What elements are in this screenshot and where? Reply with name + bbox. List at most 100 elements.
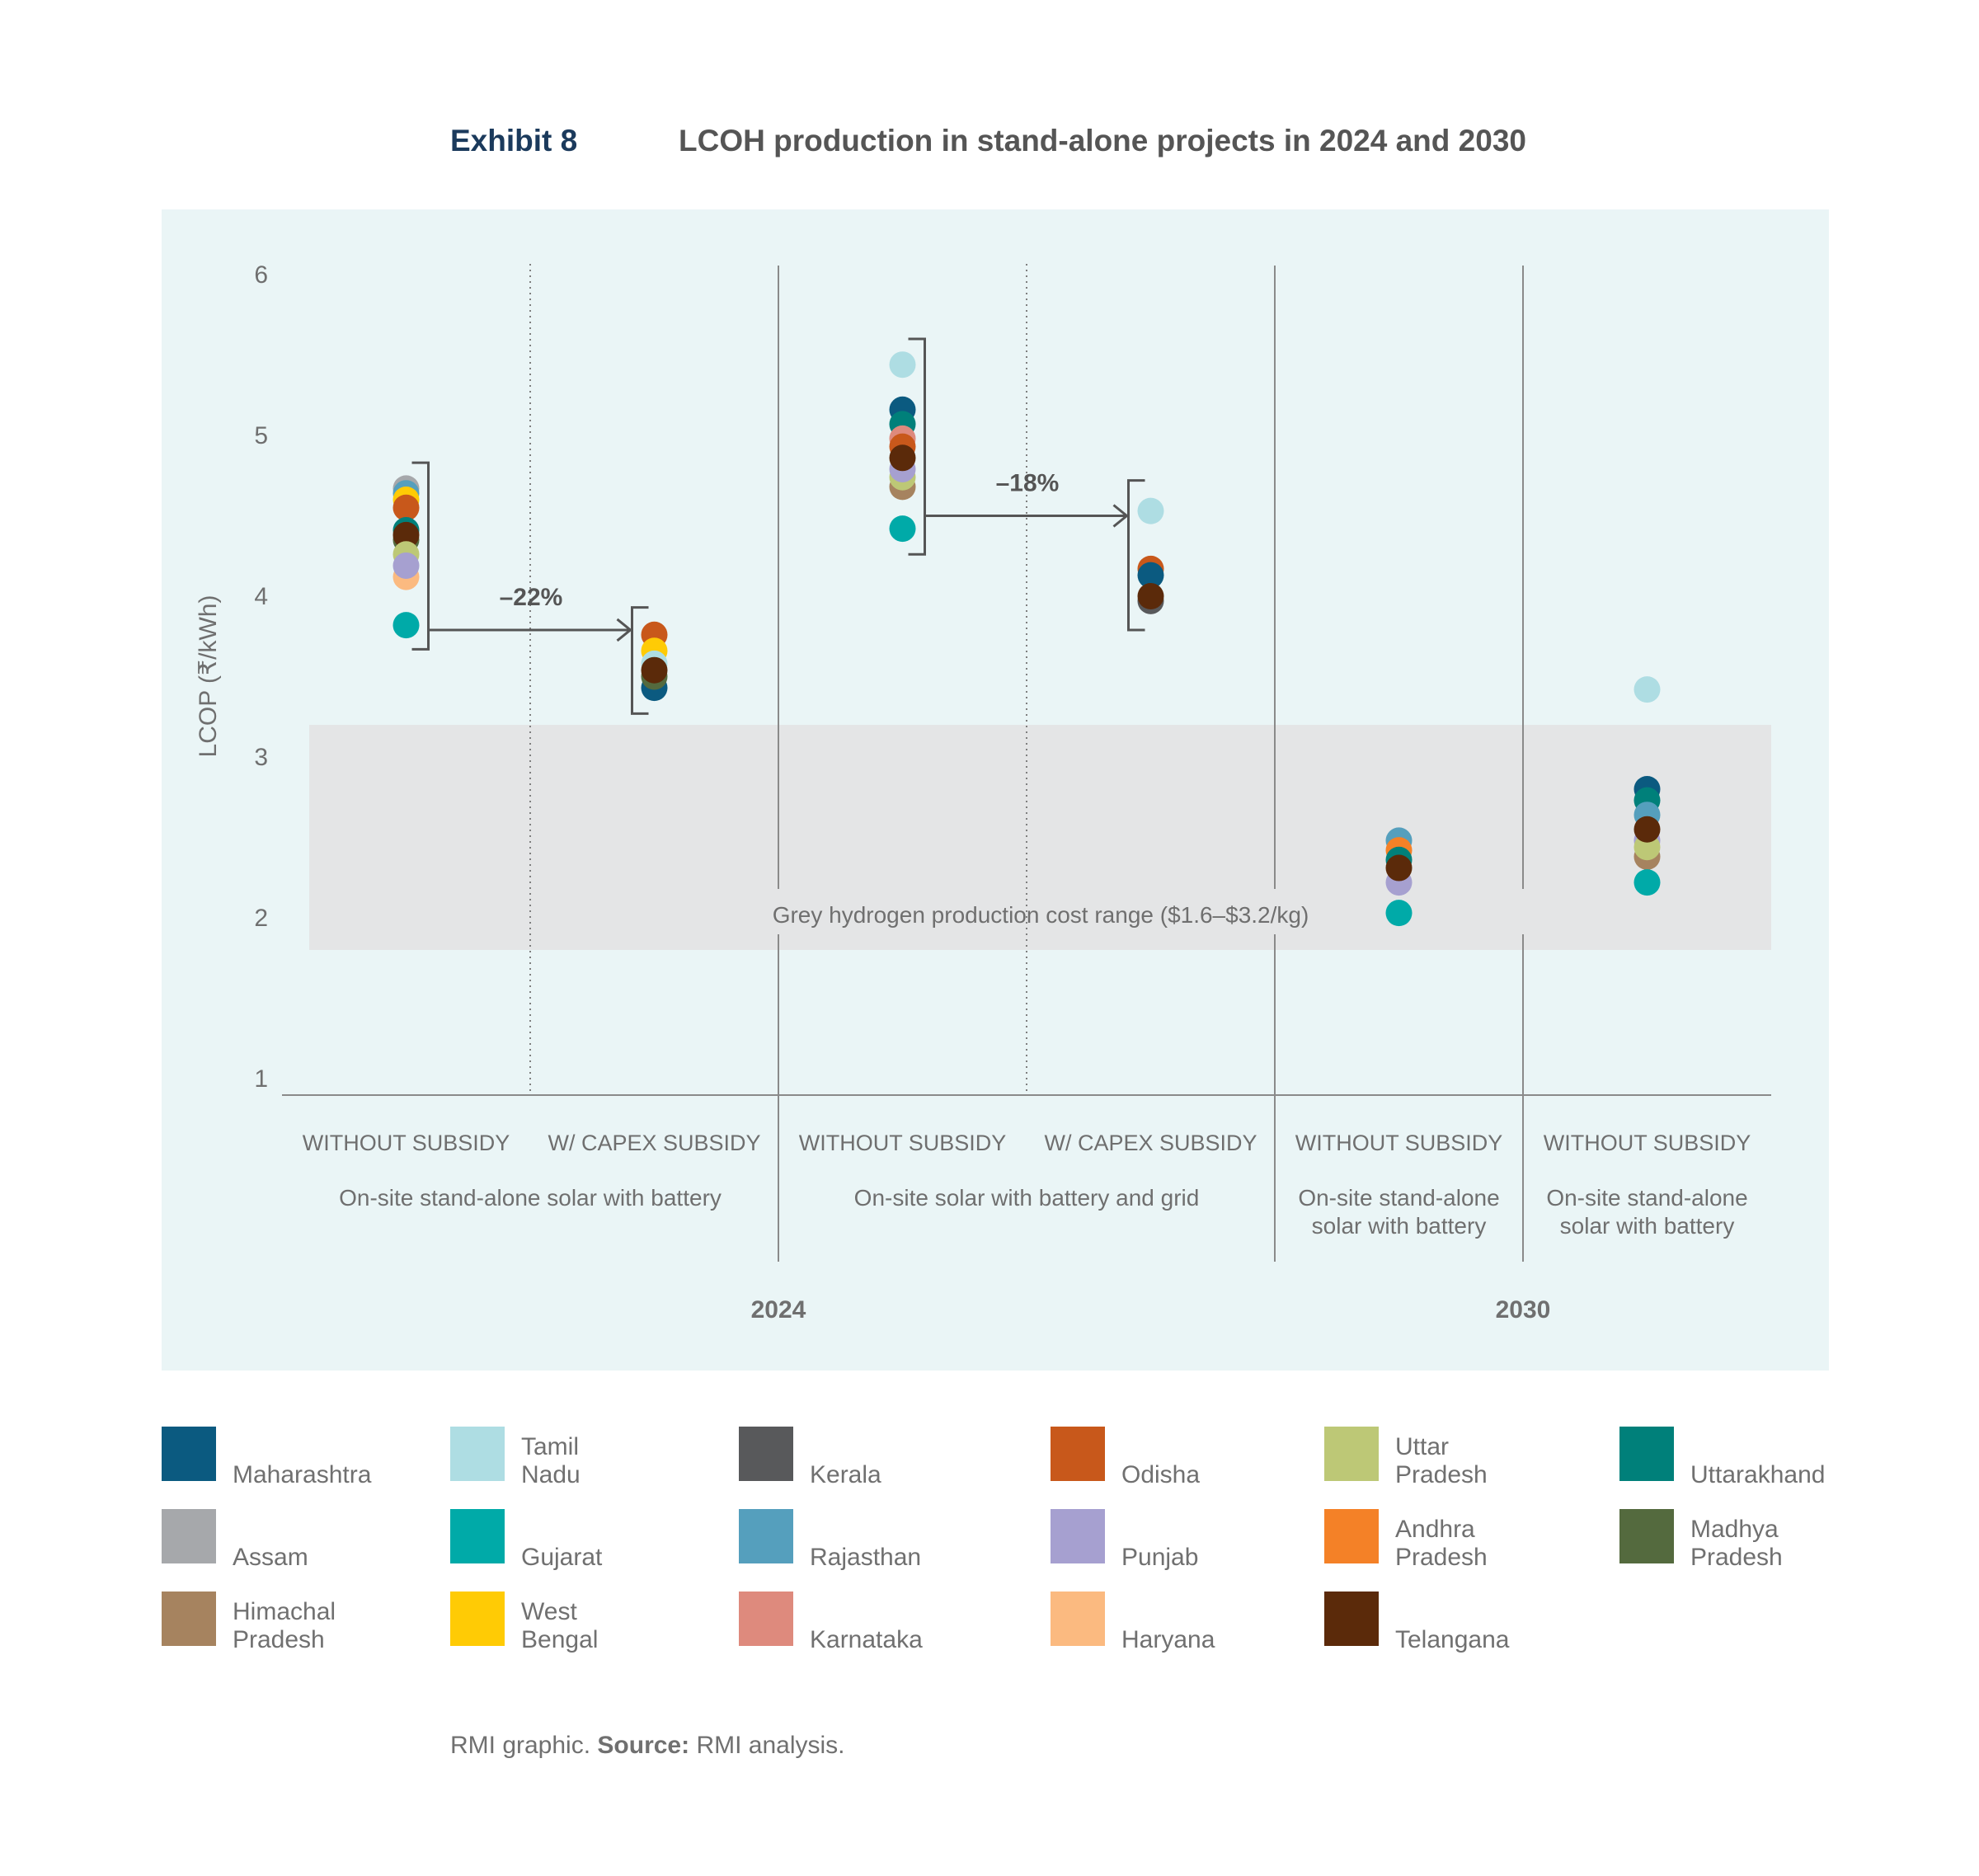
legend-label: Tamil Nadu [521,1433,581,1488]
data-point-gujarat [393,612,420,639]
source-text: RMI analysis. [696,1732,845,1759]
y-tick-label: 6 [254,261,268,289]
grey-band-label: Grey hydrogen production cost range ($1.… [773,902,1309,928]
legend-item-haryana: Haryana [1051,1592,1323,1653]
legend-swatch [739,1592,793,1646]
range-bracket [908,337,926,556]
data-point-tamil-nadu [889,351,916,378]
group-label: On-site stand-alone solar with battery [1546,1185,1747,1239]
year-label: 2030 [1496,1296,1551,1324]
legend-label: Rajasthan [810,1544,922,1571]
group-label-line: On-site solar with battery and grid [854,1185,1200,1211]
legend-swatch [1051,1509,1105,1563]
category-label: WITHOUT SUBSIDY [1544,1131,1751,1155]
legend-item-assam: Assam [162,1509,434,1571]
y-tick-label: 4 [254,583,268,610]
legend-label: Andhra Pradesh [1395,1516,1488,1571]
legend-label: Haryana [1121,1626,1215,1653]
legend-swatch [162,1592,216,1646]
legend-label: Punjab [1121,1544,1199,1571]
legend-label: Telangana [1395,1626,1510,1653]
range-bracket [631,606,649,715]
legend-item-odisha: Odisha [1051,1427,1323,1488]
y-tick-label: 5 [254,422,268,449]
legend-swatch [450,1592,505,1646]
data-point-maharashtra [1137,562,1164,589]
reduction-label: –18% [996,470,1060,497]
legend-swatch [1324,1592,1379,1646]
data-point-telangana [1633,816,1661,843]
data-point-odisha [393,494,420,521]
data-point-gujarat [1633,869,1661,896]
y-tick-label: 1 [254,1065,268,1093]
legend-swatch [739,1427,793,1481]
legend-item-himachal-pradesh: Himachal Pradesh [162,1592,434,1653]
group-label-line: solar with battery [1312,1213,1487,1239]
data-point-gujarat [1385,900,1413,927]
legend-swatch [450,1427,505,1481]
legend-swatch [1324,1427,1379,1481]
data-point-gujarat [889,515,916,543]
data-point-telangana [1385,854,1413,882]
y-tick-label: 2 [254,905,268,932]
category-label: W/ CAPEX SUBSIDY [1044,1131,1257,1155]
data-point-telangana [889,444,916,472]
legend-item-west-bengal: West Bengal [450,1592,722,1653]
legend-label: Maharashtra [233,1461,372,1488]
legend-item-gujarat: Gujarat [450,1509,722,1571]
legend-label: Karnataka [810,1626,923,1653]
legend-item-punjab: Punjab [1051,1509,1323,1571]
data-point-tamil-nadu [1137,497,1164,524]
arrow-head [616,618,632,642]
legend-label: Uttarakhand [1690,1461,1826,1488]
legend-item-madhya-pradesh: Madhya Pradesh [1619,1509,1892,1571]
source-prefix: RMI graphic. [450,1732,591,1759]
range-bracket [411,461,430,651]
category-label: WITHOUT SUBSIDY [799,1131,1007,1155]
legend-label: West Bengal [521,1598,599,1653]
legend-item-uttarakhand: Uttarakhand [1619,1427,1892,1488]
group-label-line: On-site stand-alone [1298,1185,1499,1211]
year-label: 2024 [751,1296,806,1324]
group-label-line: On-site stand-alone solar with battery [339,1185,722,1211]
legend-item-kerala: Kerala [739,1427,1011,1488]
legend-item-tamil-nadu: Tamil Nadu [450,1427,722,1488]
legend-label: Uttar Pradesh [1395,1433,1488,1488]
source-label: Source: [597,1732,690,1759]
source-note: RMI graphic. Source: RMI analysis. [450,1732,845,1760]
data-point-punjab [393,552,420,579]
legend-item-rajasthan: Rajasthan [739,1509,1011,1571]
group-label: On-site solar with battery and grid [854,1185,1200,1211]
legend-label: Gujarat [521,1544,603,1571]
lcop-scatter-chart: 1 2 3 4 5 6 LCOP (₹/kWh) Grey hydrogen producti… [195,261,1771,1324]
group-label-line: On-site stand-alone [1546,1185,1747,1211]
legend: Maharashtra Tamil Nadu Kerala Odisha Uttar P… [162,1427,1844,1674]
exhibit-number: Exhibit 8 [450,124,578,158]
group-label: On-site stand-alone solar with battery [1298,1185,1499,1239]
legend-item-uttar-pradesh: Uttar Pradesh [1324,1427,1596,1488]
grey-hydrogen-band [309,725,1771,950]
group-label-line: solar with battery [1560,1213,1735,1239]
legend-label: Odisha [1121,1461,1201,1488]
legend-label: Kerala [810,1461,881,1488]
y-axis-label: LCOP (₹/kWh) [195,595,222,758]
legend-item-andhra-pradesh: Andhra Pradesh [1324,1509,1596,1571]
legend-item-telangana: Telangana [1324,1592,1596,1653]
legend-label: Himachal Pradesh [233,1598,336,1653]
legend-swatch [1051,1592,1105,1646]
chart-title: LCOH production in stand-alone projects … [679,124,1526,158]
data-point-telangana [393,521,420,548]
data-point-telangana [641,656,668,684]
data-point-telangana [1137,583,1164,609]
legend-swatch [1619,1509,1674,1563]
legend-swatch [1619,1427,1674,1481]
legend-swatch [1324,1509,1379,1563]
legend-item-karnataka: Karnataka [739,1592,1011,1653]
range-bracket [1127,479,1145,632]
legend-item-maharashtra: Maharashtra [162,1427,434,1488]
legend-swatch [739,1509,793,1563]
legend-swatch [162,1509,216,1563]
reduction-label: –22% [500,584,563,611]
legend-swatch [450,1509,505,1563]
category-label: WITHOUT SUBSIDY [303,1131,510,1155]
